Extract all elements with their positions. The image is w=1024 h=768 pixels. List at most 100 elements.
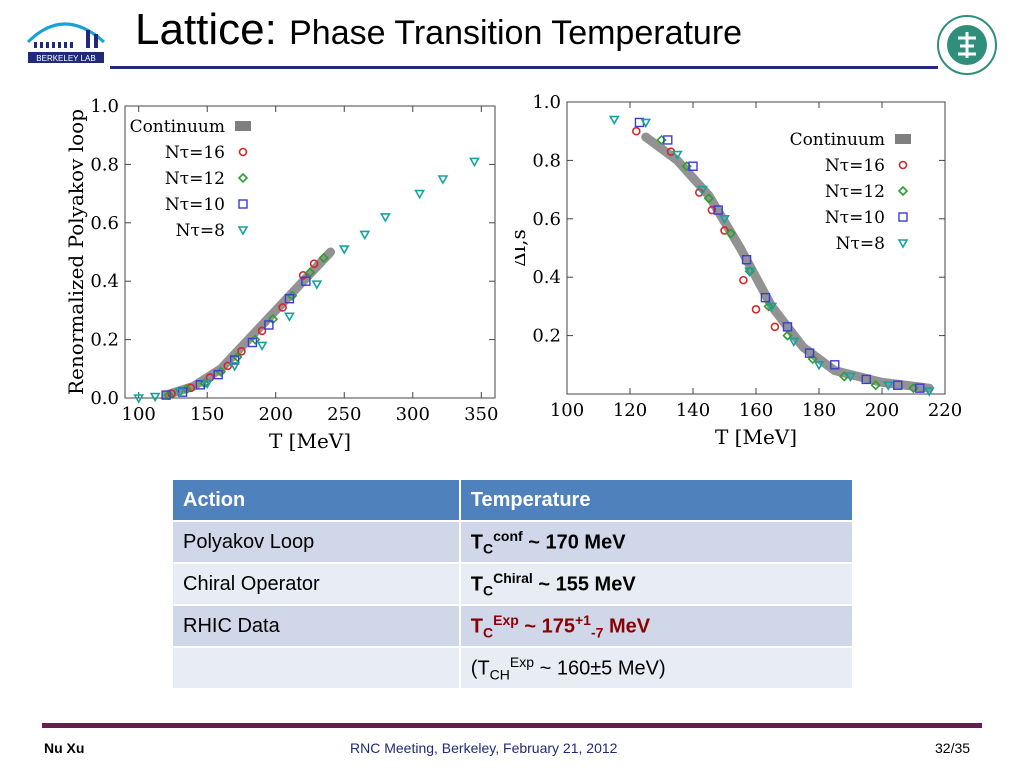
cell-action — [171, 646, 461, 690]
legend: Continuum Nτ=16 Nτ=12 Nτ=10 Nτ=8 — [130, 117, 251, 241]
title-main: Lattice: — [135, 5, 277, 54]
data-point — [229, 355, 240, 365]
footer-page-number: 32/35 — [935, 740, 971, 756]
x-tick-label: 150 — [190, 404, 224, 425]
data-point — [238, 147, 248, 157]
footer-author: Nu Xu — [44, 740, 85, 756]
legend-label: Nτ=16 — [165, 143, 225, 163]
y-tick-label: 0.4 — [90, 271, 119, 292]
series-1 — [167, 259, 319, 398]
data-point — [264, 320, 274, 330]
legend-label: Continuum — [130, 117, 225, 137]
data-point — [861, 374, 871, 385]
y-tick-label: 1.0 — [532, 92, 561, 113]
data-point — [770, 322, 780, 332]
y-tick-label: 0.6 — [90, 213, 119, 234]
x-tick-label: 100 — [122, 404, 156, 425]
data-point — [632, 126, 641, 136]
data-point — [782, 322, 793, 332]
data-point — [247, 337, 258, 348]
data-point — [763, 301, 774, 312]
data-point — [133, 394, 145, 404]
cell-action: Polyakov Loop — [171, 520, 461, 564]
legend-label: Continuum — [790, 130, 885, 150]
data-point — [174, 388, 186, 398]
series-4 — [608, 115, 935, 397]
data-point — [256, 341, 268, 352]
data-point — [707, 205, 717, 215]
cell-action: RHIC Data — [171, 604, 461, 648]
x-tick-label: 250 — [327, 404, 361, 425]
data-point — [671, 150, 683, 161]
data-point — [897, 185, 909, 197]
data-point — [751, 305, 761, 314]
data-point — [697, 185, 708, 196]
polyakov-loop-chart: 100 150 200 250 300 350 0.0 0.2 0.4 0.6 0.8 1.0 T [M… — [55, 84, 505, 464]
y-tick-label: 0.6 — [532, 209, 561, 230]
data-point — [379, 213, 391, 223]
y-axis-label: Renormalized Polyakov loop — [64, 109, 88, 395]
cell-temperature: TCExp ~ 175+1-7 MeV — [458, 604, 855, 648]
legend-label: Nτ=12 — [165, 169, 225, 189]
x-tick-label: 200 — [259, 404, 293, 425]
legend-label: Nτ=12 — [825, 182, 885, 202]
data-point — [719, 215, 730, 225]
data-point — [201, 379, 213, 390]
data-point — [663, 135, 673, 145]
cell-action: Chiral Operator — [171, 562, 461, 606]
cell-temperature: (TCHExp ~ 160±5 MeV) — [458, 646, 855, 690]
table-row: Polyakov Loop TCconf ~ 170 MeV — [171, 520, 855, 564]
data-point — [703, 193, 714, 204]
x-tick-label: 140 — [676, 400, 710, 421]
data-point — [882, 381, 894, 391]
data-point — [898, 160, 908, 170]
y-axis-label: Δl,s — [515, 229, 530, 266]
x-tick-label: 220 — [928, 400, 962, 421]
header-action: Action — [171, 478, 461, 522]
cell-temperature: TCconf ~ 170 MeV — [458, 520, 855, 564]
data-point — [923, 387, 935, 397]
table-row: RHIC Data TCExp ~ 175+1-7 MeV — [171, 604, 855, 648]
chiral-condensate-chart: 100 120 140 160 180 200 220 0.2 0.4 0.6 0.8 1.0 T [M… — [515, 84, 965, 464]
data-point — [229, 362, 241, 372]
footer-meeting: RNC Meeting, Berkeley, February 21, 2012 — [350, 740, 618, 756]
data-point — [278, 303, 287, 312]
data-point — [237, 226, 249, 236]
data-point — [897, 239, 909, 249]
data-point — [725, 228, 736, 239]
x-tick-label: 120 — [613, 400, 647, 421]
x-tick-label: 180 — [802, 400, 836, 421]
data-point — [788, 337, 800, 348]
data-point — [739, 275, 748, 285]
data-point — [338, 245, 350, 255]
legend-swatch — [895, 134, 911, 144]
legend-label: Nτ=8 — [836, 234, 885, 254]
data-point — [149, 392, 161, 403]
data-point — [813, 361, 825, 371]
footer-divider — [42, 723, 982, 728]
series-3 — [634, 117, 925, 393]
x-tick-label: 160 — [739, 400, 773, 421]
data-point — [161, 390, 171, 400]
data-point — [304, 267, 316, 278]
y-tick-label: 0.8 — [532, 150, 561, 171]
data-point — [766, 302, 778, 313]
data-point — [830, 360, 840, 370]
legend-label: Nτ=16 — [825, 156, 885, 176]
data-point — [760, 292, 771, 303]
x-tick-label: 100 — [550, 400, 584, 421]
x-tick-label: 350 — [464, 404, 498, 425]
x-tick-label: 200 — [865, 400, 899, 421]
data-point — [257, 326, 267, 336]
tsinghua-seal-logo — [936, 14, 998, 76]
data-point — [318, 252, 329, 263]
cell-temperature: TCChiral ~ 155 MeV — [458, 562, 855, 606]
x-axis-label: T [MeV] — [715, 425, 797, 449]
data-point — [782, 330, 793, 341]
data-point — [237, 346, 246, 356]
logo-text: BERKELEY LAB — [36, 54, 95, 63]
data-point — [437, 175, 449, 185]
y-tick-label: 1.0 — [90, 96, 119, 117]
title-divider — [110, 66, 938, 69]
berkeley-lab-logo: BERKELEY LAB — [24, 12, 108, 64]
